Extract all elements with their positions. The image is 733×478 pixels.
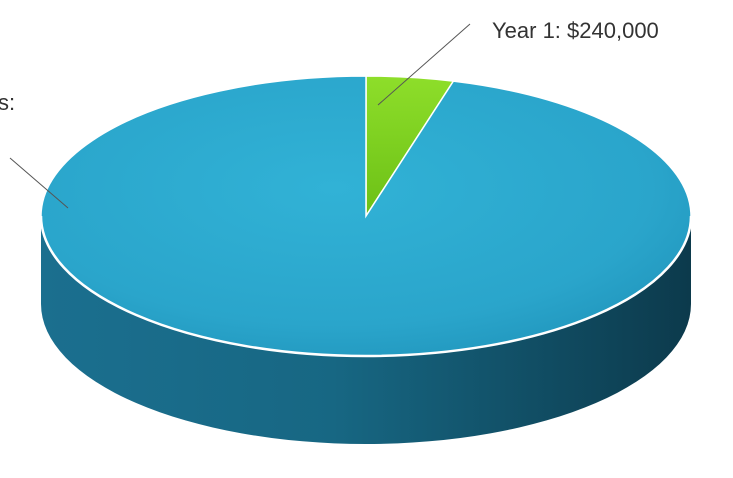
slice-label-1: Year 1: $240,000 — [492, 18, 659, 43]
pie-top — [39, 75, 693, 358]
pie-slice-2 — [40, 75, 692, 357]
leader-line-2 — [9, 157, 69, 209]
leader-line-1 — [377, 23, 471, 106]
pie-labels: Year 1: $240,000 s: — [0, 18, 659, 209]
pie-side — [41, 216, 691, 444]
pie-side-wall — [41, 216, 691, 444]
pie-rim — [39, 215, 693, 358]
slice-label-2: s: — [0, 90, 15, 115]
